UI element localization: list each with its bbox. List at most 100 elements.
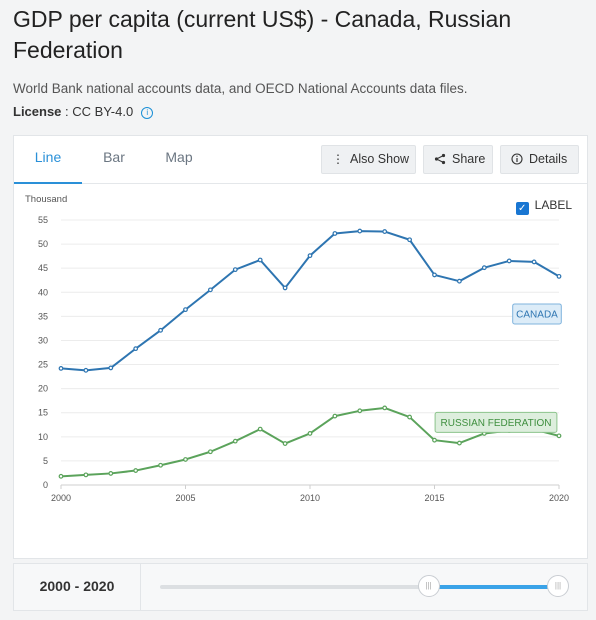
data-point xyxy=(83,472,89,478)
y-tick-label: 15 xyxy=(38,408,48,418)
data-point xyxy=(556,433,562,439)
series-label: RUSSIAN FEDERATION xyxy=(434,411,558,433)
y-tick-label: 35 xyxy=(38,311,48,321)
y-tick-label: 10 xyxy=(38,432,48,442)
data-point xyxy=(158,327,164,333)
data-point xyxy=(282,441,288,446)
data-point xyxy=(357,408,363,414)
series-labels: CANADA RUSSIAN FEDERATION xyxy=(434,303,562,433)
range-end: 2020 xyxy=(83,578,115,594)
data-point xyxy=(457,440,462,446)
series-label-text: RUSSIAN FEDERATION xyxy=(441,418,552,429)
license-line: License : CC BY-4.0 i xyxy=(13,104,154,119)
series-label-text: CANADA xyxy=(516,309,558,320)
y-axis-ticks: 0 5 10 15 20 25 30 35 40 45 50 55 xyxy=(38,215,48,490)
series-canada xyxy=(58,228,562,373)
data-point xyxy=(506,258,512,264)
chart-card: Line Bar Map ⋮ Also Show Share Details ✓ L… xyxy=(13,135,588,559)
x-tick-label: 2005 xyxy=(175,493,195,503)
data-point xyxy=(108,365,114,371)
data-point xyxy=(407,414,413,420)
tab-line[interactable]: Line xyxy=(14,136,82,184)
label-toggle[interactable]: ✓ LABEL xyxy=(515,197,572,215)
series-label: CANADA xyxy=(512,303,562,325)
data-point xyxy=(207,449,213,455)
data-point xyxy=(158,462,164,468)
data-point xyxy=(133,468,139,473)
tab-bar: Line Bar Map ⋮ Also Show Share Details xyxy=(14,136,587,184)
data-point xyxy=(232,267,238,273)
data-point xyxy=(83,367,89,373)
details-button[interactable]: Details xyxy=(500,145,579,174)
details-label: Details xyxy=(529,152,568,166)
range-end-handle[interactable]: ||| xyxy=(547,575,569,597)
range-selected xyxy=(428,585,558,589)
y-tick-label: 30 xyxy=(38,335,48,345)
data-point xyxy=(556,273,562,279)
x-tick-label: 2000 xyxy=(51,493,71,503)
data-point xyxy=(58,365,64,371)
label-toggle-text: LABEL xyxy=(534,198,572,212)
data-point xyxy=(257,257,263,263)
y-tick-label: 45 xyxy=(38,263,48,273)
x-tick-label: 2010 xyxy=(300,493,320,503)
range-start-handle[interactable]: ||| xyxy=(417,575,440,597)
info-circle-icon xyxy=(511,146,523,173)
data-point xyxy=(307,431,313,436)
y-tick-label: 40 xyxy=(38,287,48,297)
tab-map[interactable]: Map xyxy=(165,149,193,165)
data-point xyxy=(207,287,213,293)
tab-bar[interactable]: Bar xyxy=(103,149,125,165)
data-point xyxy=(307,253,313,259)
x-axis-ticks: 2000 2005 2010 2015 2020 xyxy=(51,485,569,503)
series-russian-federation xyxy=(58,405,562,479)
range-label: 2000 - 2020 xyxy=(14,564,141,610)
info-icon[interactable]: i xyxy=(141,107,154,119)
data-point xyxy=(432,272,437,278)
also-show-label: Also Show xyxy=(350,152,410,166)
y-axis-label: Thousand xyxy=(25,194,67,205)
page-title: GDP per capita (current US$) - Canada, R… xyxy=(13,6,512,63)
data-point xyxy=(432,437,437,443)
range-footer: 2000 - 2020 ||| ||| xyxy=(13,563,588,611)
checkbox-checked-icon[interactable]: ✓ xyxy=(515,202,529,215)
data-point xyxy=(282,285,288,291)
range-start: 2000 xyxy=(39,578,71,594)
data-point xyxy=(382,405,388,411)
range-track[interactable] xyxy=(160,585,558,589)
x-tick-label: 2015 xyxy=(424,493,444,503)
x-tick-label: 2020 xyxy=(549,493,569,503)
series-label-box xyxy=(512,303,562,325)
y-tick-label: 55 xyxy=(38,215,48,225)
series-label-box xyxy=(434,411,558,433)
data-point xyxy=(183,307,188,313)
more-vertical-icon: ⋮ xyxy=(332,152,344,166)
line-chart: Thousand 0 5 10 15 20 25 30 35 40 45 50 55 2000 2005… xyxy=(25,194,569,503)
y-tick-label: 20 xyxy=(38,384,48,394)
y-tick-label: 50 xyxy=(38,239,48,249)
data-point xyxy=(457,278,462,284)
share-icon xyxy=(434,146,446,173)
y-tick-label: 0 xyxy=(43,480,48,490)
data-point xyxy=(133,346,139,352)
gridlines xyxy=(61,219,559,486)
also-show-button[interactable]: ⋮ Also Show xyxy=(321,145,416,174)
data-point xyxy=(531,259,537,265)
data-point xyxy=(183,457,188,462)
data-point xyxy=(58,473,64,479)
data-point xyxy=(357,228,363,234)
data-point xyxy=(332,231,338,236)
data-point xyxy=(232,438,238,444)
data-point xyxy=(481,265,487,271)
y-tick-label: 25 xyxy=(38,360,48,370)
y-tick-label: 5 xyxy=(43,456,48,466)
data-point xyxy=(407,237,413,243)
data-point xyxy=(257,426,263,432)
data-point xyxy=(108,471,114,476)
share-button[interactable]: Share xyxy=(423,145,493,174)
data-point xyxy=(382,229,388,234)
source-note: World Bank national accounts data, and O… xyxy=(13,81,468,96)
share-label: Share xyxy=(452,152,486,166)
data-point xyxy=(332,413,338,419)
range-separator: - xyxy=(70,578,84,594)
